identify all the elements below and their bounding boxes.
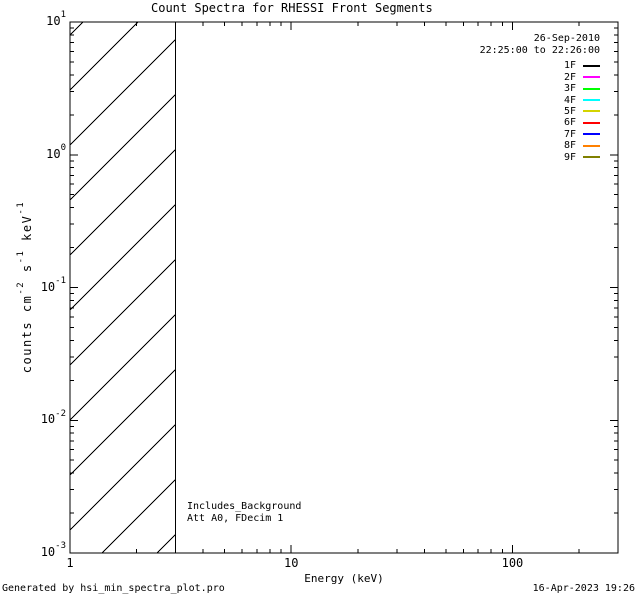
x-axis-label: Energy (keV) — [304, 572, 384, 585]
legend-swatch-3F — [583, 87, 600, 90]
detector-legend: 1F 2F 3F 4F 5F 6F 7F 8F 9F — [564, 60, 600, 163]
legend-swatch-6F — [583, 121, 600, 124]
x-tick-label-10: 10 — [283, 556, 299, 570]
legend-label-1F: 1F — [563, 60, 576, 72]
legend-item-6F: 6F — [564, 117, 600, 128]
legend-label-3F: 3F — [563, 83, 576, 95]
legend-item-3F: 3F — [564, 83, 600, 94]
x-tick-label-100: 100 — [501, 556, 524, 570]
y-tick-label-10e-2: 10-2 — [40, 408, 66, 427]
legend-item-5F: 5F — [564, 106, 600, 117]
x-tick-label-1: 1 — [66, 556, 74, 570]
footer-generated-datetime: 16-Apr-2023 19:26 — [532, 583, 635, 594]
legend-item-2F: 2F — [563, 71, 600, 83]
y-tick-label-10e-3: 10-3 — [40, 541, 66, 559]
legend-label-7F: 7F — [563, 128, 576, 140]
plot-annotations: Includes_Background Att A0, FDecim 1 — [187, 501, 301, 524]
legend-item-4F: 4F — [563, 94, 600, 106]
annotation-includes-background: Includes_Background — [187, 501, 302, 512]
legend-label-4F: 4F — [563, 94, 576, 106]
legend-label-2F: 2F — [563, 71, 576, 83]
legend-label-5F: 5F — [563, 105, 576, 117]
y-axis-label: counts cm-2 s-1 keV-1 — [16, 200, 34, 374]
y-tick-label-10e0: 100 — [46, 143, 66, 161]
legend-swatch-9F — [583, 156, 600, 159]
legend-swatch-5F — [583, 110, 600, 113]
legend-item-9F: 9F — [564, 152, 600, 163]
legend-label-6F: 6F — [563, 117, 576, 129]
legend-item-1F: 1F — [564, 60, 600, 71]
hatched-region — [70, 22, 176, 553]
legend-swatch-7F — [583, 133, 600, 136]
legend-label-8F: 8F — [563, 140, 576, 152]
footer-generator-text: Generated by hsi_min_spectra_plot.pro — [2, 583, 225, 594]
chart-title: Count Spectra for RHESSI Front Segments — [151, 1, 433, 15]
legend-item-8F: 8F — [564, 140, 600, 151]
legend-swatch-2F — [583, 76, 600, 79]
y-tick-label-10e1: 101 — [46, 10, 66, 28]
legend-item-7F: 7F — [564, 129, 600, 140]
legend-swatch-1F — [583, 64, 600, 67]
legend-swatch-4F — [583, 99, 600, 102]
legend-label-9F: 9F — [563, 151, 576, 163]
plot-border — [69, 21, 619, 554]
observation-time-range: 22:25:00 to 22:26:00 — [479, 45, 600, 56]
y-tick-label-10e-1: 10-1 — [40, 275, 66, 294]
annotation-attenuator-state: Att A0, FDecim 1 — [187, 512, 284, 524]
legend-swatch-8F — [583, 144, 600, 147]
observation-date: 26-Sep-2010 — [533, 33, 600, 44]
